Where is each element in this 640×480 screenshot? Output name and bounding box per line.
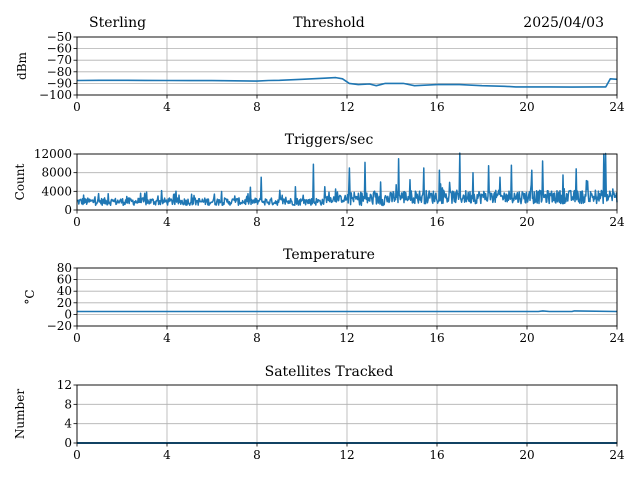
x-tick-label: 16 [429, 100, 444, 114]
x-tick-label: 8 [253, 448, 261, 462]
y-axis-label: Number [13, 389, 27, 439]
chart-title: Satellites Tracked [265, 364, 394, 380]
x-tick-label: 16 [429, 331, 444, 345]
y-tick-label: 12 [57, 378, 72, 392]
y-tick-label: 4 [64, 417, 72, 431]
y-tick-label: 4000 [41, 184, 72, 198]
y-tick-label: −50 [47, 30, 72, 44]
y-tick-label: 20 [57, 296, 72, 310]
y-tick-label: 12000 [34, 147, 72, 161]
x-tick-label: 20 [519, 100, 534, 114]
x-tick-label: 0 [73, 215, 81, 229]
x-tick-label: 24 [609, 331, 625, 345]
x-tick-label: 8 [253, 331, 261, 345]
y-tick-label: 8 [64, 397, 72, 411]
x-tick-label: 20 [519, 331, 534, 345]
y-tick-label: 40 [57, 284, 72, 298]
x-tick-label: 24 [609, 448, 625, 462]
y-axis-label: dBm [15, 51, 29, 80]
chart-title: Temperature [283, 247, 375, 263]
station-label: Sterling [89, 15, 146, 31]
y-tick-label: −60 [47, 42, 72, 56]
x-tick-label: 0 [73, 100, 81, 114]
x-tick-label: 24 [609, 215, 625, 229]
x-tick-label: 0 [73, 331, 81, 345]
x-tick-label: 20 [519, 215, 534, 229]
x-tick-label: 12 [339, 331, 354, 345]
y-axis-label: °C [23, 289, 37, 304]
y-tick-label: −20 [47, 319, 72, 333]
x-tick-label: 12 [339, 100, 354, 114]
y-tick-label: 0 [64, 203, 72, 217]
y-tick-label: 8000 [41, 166, 72, 180]
series-line [76, 152, 618, 207]
y-tick-label: 0 [64, 436, 72, 450]
y-tick-label: 80 [57, 261, 72, 275]
series-line [77, 310, 618, 313]
x-tick-label: 16 [429, 215, 444, 229]
y-tick-label: 0 [64, 307, 72, 321]
x-tick-label: 12 [339, 448, 354, 462]
series-line [76, 76, 618, 88]
x-tick-label: 0 [73, 448, 81, 462]
x-tick-label: 24 [609, 100, 625, 114]
x-tick-label: 8 [253, 100, 261, 114]
chart-title: Triggers/sec [285, 132, 374, 148]
y-tick-label: −80 [47, 65, 72, 79]
chart-title: Threshold [293, 15, 364, 31]
x-tick-label: 12 [339, 215, 354, 229]
x-tick-label: 4 [163, 331, 171, 345]
x-tick-label: 20 [519, 448, 534, 462]
date-label: 2025/04/03 [523, 15, 604, 31]
y-tick-label: 60 [57, 273, 72, 287]
x-tick-label: 4 [163, 100, 171, 114]
x-tick-label: 16 [429, 448, 444, 462]
x-tick-label: 4 [163, 448, 171, 462]
y-axis-label: Count [13, 163, 27, 200]
x-tick-label: 4 [163, 215, 171, 229]
y-tick-label: −70 [47, 53, 72, 67]
x-tick-label: 8 [253, 215, 261, 229]
y-tick-label: −100 [39, 88, 72, 102]
y-tick-label: −90 [47, 76, 72, 90]
